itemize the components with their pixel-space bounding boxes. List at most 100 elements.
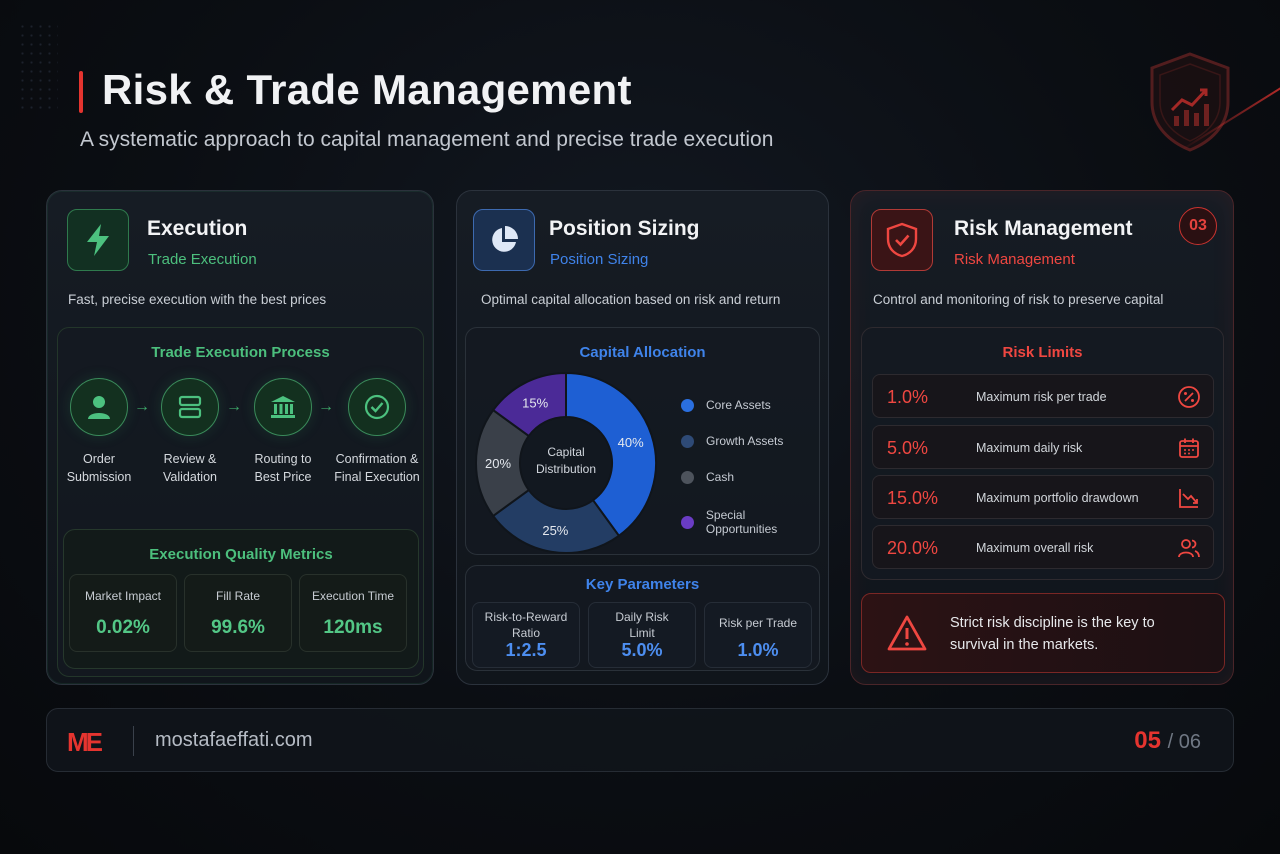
check-circle-icon <box>364 394 390 420</box>
limit-row-per-trade: 1.0% Maximum risk per trade <box>872 374 1214 418</box>
donut-slice-growth-assets <box>491 488 621 554</box>
limit-value: 20.0% <box>887 538 939 558</box>
donut-slice-special-opportunities <box>491 371 567 438</box>
position-sizing-card: Position Sizing Position Sizing Optimal … <box>456 190 829 685</box>
position-title: Position Sizing <box>549 217 700 240</box>
execution-card: Execution Trade Execution Fast, precise … <box>46 190 434 685</box>
donut-center <box>521 418 611 508</box>
limit-row-overall: 20.0% Maximum overall risk <box>872 525 1214 569</box>
legend-label: Core Assets <box>706 398 771 412</box>
param-value: 5.0% <box>621 640 663 660</box>
server-icon <box>178 395 202 419</box>
limit-value: 5.0% <box>887 438 929 458</box>
allocation-title: Capital Allocation <box>579 344 706 361</box>
trade-execution-process-panel: Trade Execution Process Order Submission … <box>57 327 424 677</box>
risk-description: Control and monitoring of risk to preser… <box>873 292 1164 307</box>
capital-allocation-donut: 40% 25% 20% 15% <box>475 371 657 554</box>
limit-value: 15.0% <box>887 488 939 508</box>
page-total: / 06 <box>1167 731 1201 753</box>
limit-value: 1.0% <box>887 387 929 407</box>
legend-swatch <box>681 398 694 412</box>
footer-bar: ME mostafaeffati.com 05 / 06 <box>46 708 1234 772</box>
calendar-icon <box>1179 438 1199 458</box>
execution-description: Fast, precise execution with the best pr… <box>68 292 327 307</box>
step-label-line1: Routing to <box>254 452 312 466</box>
users-icon <box>1178 539 1200 558</box>
limit-label: Maximum portfolio drawdown <box>976 491 1139 505</box>
warning-line-2: survival in the markets. <box>950 637 1099 653</box>
trend-down-icon <box>1179 489 1198 508</box>
shield-chart-icon <box>1150 52 1230 152</box>
donut-slice-label: 20% <box>485 456 511 471</box>
limit-row-daily: 5.0% Maximum daily risk <box>872 425 1214 469</box>
limits-title: Risk Limits <box>1002 344 1083 361</box>
legend-swatch <box>681 515 694 529</box>
position-icon-box <box>473 209 535 271</box>
legend-item: Special Opportunities <box>681 508 819 536</box>
footer-divider <box>133 726 134 756</box>
step-label-line1: Review & <box>163 452 217 466</box>
legend-label: Special Opportunities <box>705 508 778 536</box>
legend-item: Cash <box>681 470 734 484</box>
param-label-line1: Risk per Trade <box>718 616 798 630</box>
donut-center-label-1: Capital <box>547 445 585 459</box>
step-confirmation-execution: Confirmation & Final Execution <box>329 378 425 486</box>
step-label-line2: Submission <box>66 470 132 484</box>
legend-label: Cash <box>706 470 735 484</box>
param-risk-reward: Risk-to-Reward Ratio 1:2.5 <box>472 602 580 668</box>
metric-market-impact: Market Impact 0.02% <box>69 574 177 652</box>
donut-slice-label: 25% <box>542 523 568 538</box>
param-label-line1: Risk-to-Reward <box>484 610 568 624</box>
param-label-line1: Daily Risk <box>615 610 669 624</box>
metric-value: 99.6% <box>211 617 265 638</box>
brand-logo: ME <box>67 727 103 757</box>
metric-value: 120ms <box>323 617 383 638</box>
execution-metrics-panel: Execution Quality Metrics Market Impact … <box>63 529 419 669</box>
limit-label: Maximum overall risk <box>976 541 1094 555</box>
position-subtitle: Position Sizing <box>550 251 649 268</box>
key-parameters-panel: Key Parameters Risk-to-Reward Ratio 1:2.5… <box>465 565 820 671</box>
arrow-right-icon: → <box>134 398 150 415</box>
page-indicator: 05 / 06 <box>1134 727 1201 755</box>
risk-warning-callout: Strict risk discipline is the key to surv… <box>861 593 1225 673</box>
step-label-line2: Best Price <box>254 470 312 484</box>
execution-title: Execution <box>147 217 248 240</box>
process-title: Trade Execution Process <box>151 344 330 361</box>
param-label-line2: Ratio <box>511 626 540 640</box>
param-daily-risk: Daily Risk Limit 5.0% <box>588 602 696 668</box>
legend-swatch <box>681 434 694 448</box>
page-current: 05 <box>1134 727 1161 754</box>
legend-item: Core Assets <box>681 398 771 412</box>
metric-label: Market Impact <box>84 589 162 603</box>
risk-subtitle: Risk Management <box>954 251 1075 268</box>
step-label-line2: Validation <box>163 470 217 484</box>
arrow-right-icon: → <box>318 398 334 415</box>
footer-website-link[interactable]: mostafaeffati.com <box>155 729 313 751</box>
step-label-line2: Final Execution <box>334 470 420 484</box>
legend-label: Growth Assets <box>706 434 784 448</box>
percent-icon <box>1178 386 1200 408</box>
step-routing-best-price: Routing to Best Price <box>238 378 328 486</box>
donut-center-label-2: Distribution <box>535 462 597 476</box>
pie-chart-icon <box>492 226 518 252</box>
warning-line-1: Strict risk discipline is the key to <box>950 615 1155 631</box>
legend-swatch <box>681 470 694 484</box>
step-label-line1: Confirmation & <box>335 452 419 466</box>
title-accent-bar <box>79 71 83 113</box>
page-subtitle: A systematic approach to capital managem… <box>80 128 774 151</box>
shield-check-icon <box>886 222 918 258</box>
risk-icon-box <box>871 209 933 271</box>
param-risk-per-trade: Risk per Trade 1.0% <box>704 602 812 668</box>
step-label-line1: Order <box>83 452 115 466</box>
execution-subtitle: Trade Execution <box>148 251 257 268</box>
limit-label: Maximum risk per trade <box>976 390 1107 404</box>
lightning-icon <box>87 224 109 256</box>
donut-slice-label: 40% <box>618 435 644 450</box>
params-title: Key Parameters <box>585 576 700 593</box>
user-icon <box>88 396 110 419</box>
donut-slice-core-assets <box>565 371 657 538</box>
limit-label: Maximum daily risk <box>976 441 1083 455</box>
metric-label: Execution Time <box>311 589 395 603</box>
metric-value: 0.02% <box>96 617 150 638</box>
donut-slice-label: 15% <box>522 395 548 410</box>
